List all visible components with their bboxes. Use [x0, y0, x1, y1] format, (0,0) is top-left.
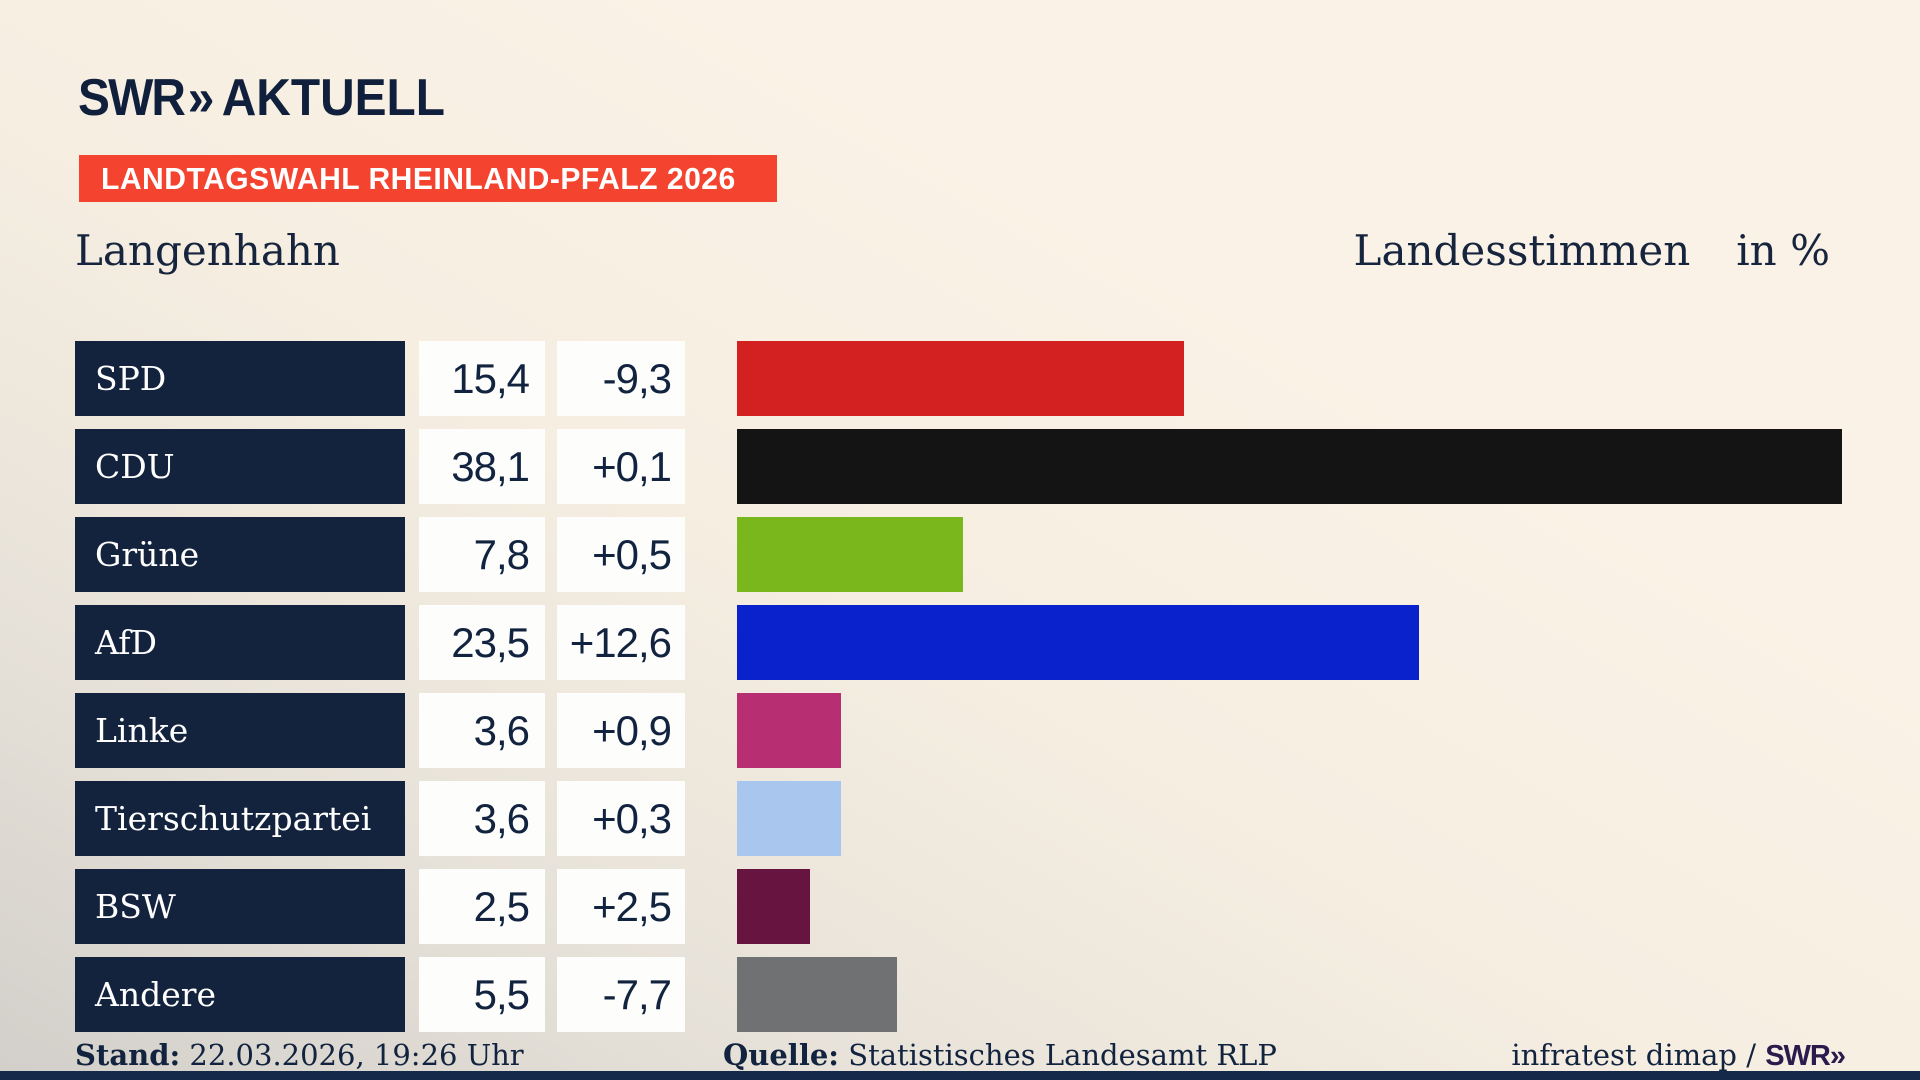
result-bar	[737, 605, 1419, 680]
aktuell-logo-text: AKTUELL	[221, 69, 445, 127]
change-value: -9,3	[557, 341, 685, 416]
party-label: AfD	[75, 605, 405, 680]
result-row: Andere 5,5 -7,7	[75, 957, 1842, 1032]
results-table: SPD 15,4 -9,3 CDU 38,1 +0,1 Grüne 7,8 +0,5 AfD 23,…	[75, 341, 1842, 1045]
change-value: +0,3	[557, 781, 685, 856]
double-chevron-icon: »	[187, 69, 215, 127]
result-bar	[737, 693, 841, 768]
result-value: 3,6	[419, 693, 545, 768]
change-value: +0,9	[557, 693, 685, 768]
bottom-navy-strip	[0, 1071, 1920, 1080]
quelle-label: Quelle:	[723, 1038, 839, 1072]
change-value: +12,6	[557, 605, 685, 680]
result-bar	[737, 957, 897, 1032]
change-value: +0,5	[557, 517, 685, 592]
result-value: 2,5	[419, 869, 545, 944]
result-row: Linke 3,6 +0,9	[75, 693, 1842, 768]
vote-type-label: Landesstimmen	[1353, 225, 1691, 275]
change-value: +2,5	[557, 869, 685, 944]
result-value: 7,8	[419, 517, 545, 592]
election-banner: LANDTAGSWAHL RHEINLAND-PFALZ 2026	[79, 155, 778, 202]
result-row: Tierschutzpartei 3,6 +0,3	[75, 781, 1842, 856]
party-label: CDU	[75, 429, 405, 504]
credit: infratest dimap / SWR»	[1511, 1037, 1846, 1073]
result-row: AfD 23,5 +12,6	[75, 605, 1842, 680]
quelle-value: Statistisches Landesamt RLP	[839, 1038, 1277, 1072]
result-bar	[737, 869, 810, 944]
result-bar	[737, 517, 963, 592]
change-value: -7,7	[557, 957, 685, 1032]
stand-value: 22.03.2026, 19:26 Uhr	[180, 1038, 524, 1072]
party-label: Andere	[75, 957, 405, 1032]
result-value: 38,1	[419, 429, 545, 504]
result-row: CDU 38,1 +0,1	[75, 429, 1842, 504]
municipality-title: Langenhahn	[75, 225, 340, 275]
party-label: BSW	[75, 869, 405, 944]
party-label: Grüne	[75, 517, 405, 592]
result-bar	[737, 781, 841, 856]
timestamp: Stand: 22.03.2026, 19:26 Uhr	[75, 1038, 524, 1072]
swr-logo-text: SWR	[78, 69, 186, 127]
swr-credit-logo: SWR»	[1765, 1039, 1846, 1072]
headline-row: Langenhahn Landesstimmen in %	[75, 222, 1830, 278]
unit-label: in %	[1736, 225, 1830, 275]
credit-text: infratest dimap /	[1511, 1037, 1766, 1072]
footer: Stand: 22.03.2026, 19:26 Uhr Quelle: Sta…	[75, 1036, 1846, 1074]
result-value: 3,6	[419, 781, 545, 856]
result-row: Grüne 7,8 +0,5	[75, 517, 1842, 592]
result-row: SPD 15,4 -9,3	[75, 341, 1842, 416]
result-value: 5,5	[419, 957, 545, 1032]
result-row: BSW 2,5 +2,5	[75, 869, 1842, 944]
party-label: SPD	[75, 341, 405, 416]
stand-label: Stand:	[75, 1038, 181, 1072]
swr-aktuell-logo: SWR » AKTUELL	[78, 68, 445, 128]
change-value: +0,1	[557, 429, 685, 504]
result-bar	[737, 341, 1184, 416]
result-bar	[737, 429, 1842, 504]
party-label: Linke	[75, 693, 405, 768]
party-label: Tierschutzpartei	[75, 781, 405, 856]
result-value: 23,5	[419, 605, 545, 680]
banner-label: LANDTAGSWAHL RHEINLAND-PFALZ 2026	[101, 160, 736, 196]
result-value: 15,4	[419, 341, 545, 416]
source: Quelle: Statistisches Landesamt RLP	[723, 1038, 1277, 1072]
